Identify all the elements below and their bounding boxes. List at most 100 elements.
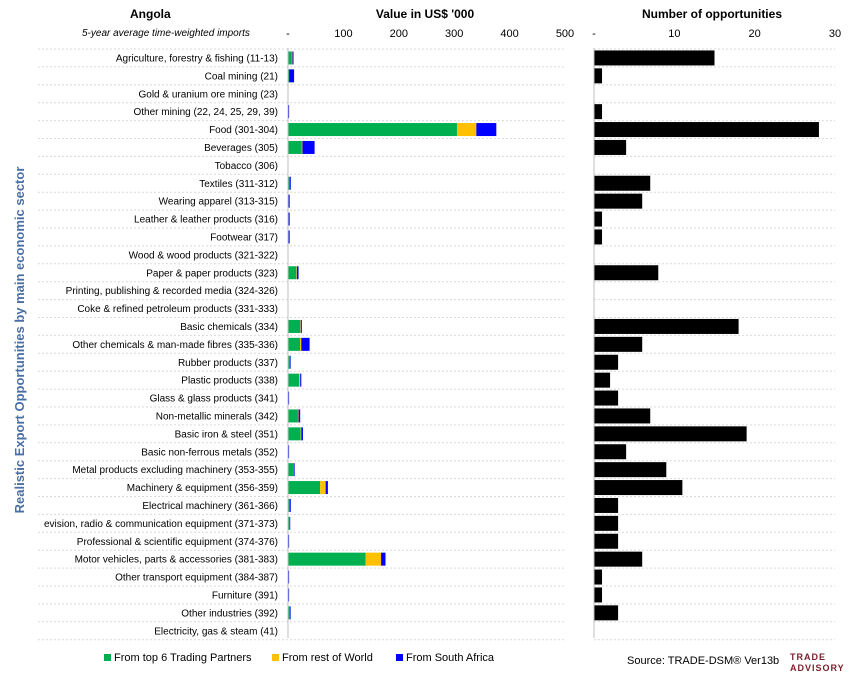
count-bar [594, 497, 619, 513]
count-bar [594, 175, 651, 191]
category-label: Metal products excluding machinery (353-… [72, 465, 278, 476]
category-label: Paper & paper products (323) [146, 268, 278, 279]
value-bar-segment [291, 51, 293, 65]
count-bar [594, 318, 739, 334]
trade-advisory-logo-line2: ADVISORY [790, 663, 845, 673]
count-bar [594, 408, 651, 424]
trade-advisory-logo-line1: TRADE [790, 652, 826, 662]
category-label: Electricity, gas & steam (41) [154, 626, 278, 637]
value-bar-segment [288, 427, 301, 441]
category-label: Non-metallic minerals (342) [156, 411, 278, 422]
value-bar-segment [298, 409, 301, 423]
count-tick-label: 10 [668, 28, 680, 40]
category-label: Plastic products (338) [181, 376, 278, 387]
value-bar-segment [288, 516, 290, 530]
count-bar [594, 426, 747, 442]
category-label: Other mining (22, 24, 25, 29, 39) [133, 107, 278, 118]
value-bar-segment [301, 337, 310, 351]
value-bar-segment [290, 606, 291, 620]
value-bar-segment [300, 337, 302, 351]
category-label: Food (301-304) [209, 125, 278, 136]
category-label: Other transport equipment (384-387) [115, 573, 278, 584]
category-label: evision, radio & communication equipment… [44, 519, 278, 530]
value-axis-ticks: - 100 200 300 400 500 [286, 28, 574, 40]
count-bar [594, 390, 619, 406]
category-labels: Agriculture, forestry & fishing (11-13) C… [44, 53, 278, 637]
value-bar-segment [293, 463, 295, 477]
value-bar-segment [476, 123, 497, 137]
category-label: Leather & leather products (316) [134, 215, 278, 226]
value-bar-segment [292, 51, 294, 65]
count-bar [594, 265, 659, 281]
value-bar-segment [288, 588, 290, 602]
count-bar [594, 372, 611, 388]
value-bar-segment [288, 319, 301, 333]
category-label: Basic chemicals (334) [180, 322, 278, 333]
category-label: Professional & scientific equipment (374… [77, 537, 278, 548]
value-bar-segment [288, 373, 300, 387]
value-bar-segment [301, 140, 303, 154]
count-bar [594, 462, 667, 478]
value-bar-segment [299, 373, 301, 387]
count-bar [594, 68, 603, 84]
value-bar-segment [296, 266, 299, 280]
category-label: Tobacco (306) [215, 161, 278, 172]
value-bar-segment [288, 606, 291, 620]
legend-swatch [396, 654, 403, 661]
count-bar [594, 533, 619, 549]
value-tick-label: 400 [500, 28, 518, 40]
value-bar-segment [289, 176, 291, 190]
value-bar-segment [288, 69, 290, 83]
category-label: Basic non-ferrous metals (352) [141, 447, 278, 458]
value-bar-segment [300, 319, 301, 333]
value-bar-segment [288, 552, 366, 566]
count-bar [594, 139, 627, 155]
value-bars [288, 51, 497, 620]
value-bar-segment [290, 355, 291, 369]
value-bar-segment [320, 481, 326, 495]
count-bar [594, 229, 603, 245]
value-tick-label: 300 [445, 28, 463, 40]
subtitle: 5-year average time-weighted imports [82, 28, 250, 39]
count-tick-label: - [592, 28, 596, 40]
category-label: Beverages (305) [204, 143, 278, 154]
value-bar-segment [288, 355, 291, 369]
category-separators [38, 48, 835, 641]
value-tick-label: 200 [390, 28, 408, 40]
category-label: Agriculture, forestry & fishing (11-13) [116, 53, 278, 64]
value-bar-segment [288, 212, 290, 226]
value-bar-segment [288, 337, 301, 351]
count-tick-label: 20 [749, 28, 761, 40]
category-label: Machinery & equipment (356-359) [127, 483, 278, 494]
value-bar-segment [288, 176, 290, 190]
category-label: Printing, publishing & recorded media (3… [66, 286, 278, 297]
category-label: Rubber products (337) [178, 358, 278, 369]
category-label: Gold & uranium ore mining (23) [138, 89, 278, 100]
value-bar-segment [456, 123, 477, 137]
count-chart-title: Number of opportunities [642, 7, 782, 21]
value-bar-segment [300, 319, 302, 333]
legend-swatch [272, 654, 279, 661]
value-bar-segment [288, 445, 290, 459]
category-label: Glass & glass products (341) [150, 394, 278, 405]
count-bar [594, 50, 715, 66]
value-bar-segment [292, 463, 294, 477]
category-label: Wearing apparel (313-315) [159, 197, 278, 208]
value-bar-segment [300, 427, 302, 441]
value-bar-segment [288, 481, 321, 495]
category-label: Textiles (311-312) [199, 179, 278, 190]
value-bar-segment [289, 516, 291, 530]
value-bar-segment [288, 105, 290, 119]
value-bar-segment [325, 481, 328, 495]
value-chart-title: Value in US$ '000 [376, 7, 475, 21]
value-bar-segment [288, 534, 290, 548]
value-bar-segment [288, 391, 290, 405]
count-bar [594, 104, 603, 120]
value-bar-segment [297, 409, 299, 423]
value-bar-segment [288, 570, 290, 584]
value-bar-segment [288, 140, 302, 154]
category-label: Coal mining (21) [205, 71, 278, 82]
category-label: Footwear (317) [210, 232, 278, 243]
count-bars [594, 50, 819, 621]
